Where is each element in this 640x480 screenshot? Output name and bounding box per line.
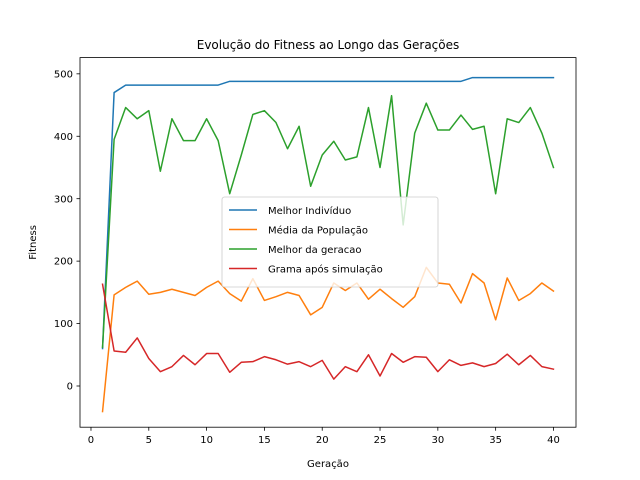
x-tick-label: 30 <box>431 435 444 446</box>
y-tick-label: 500 <box>54 69 73 80</box>
plot-frame <box>79 57 577 428</box>
x-axis-ticks: 0 5 10 15 20 25 30 35 40 <box>88 427 560 446</box>
x-tick-label: 35 <box>489 435 502 446</box>
x-axis-label: Geração <box>307 459 349 470</box>
legend-label-4: Grama após simulação <box>268 263 383 275</box>
series-line-4 <box>101 283 555 380</box>
legend-label-2: Média da População <box>268 224 368 236</box>
x-tick-label: 20 <box>316 435 329 446</box>
y-tick-label: 300 <box>54 194 73 205</box>
y-axis-label: Fitness <box>28 225 39 260</box>
y-axis-ticks: 0 100 200 300 400 500 <box>54 69 80 393</box>
series-line-3 <box>101 94 555 349</box>
y-tick-label: 100 <box>54 319 73 330</box>
x-tick-label: 25 <box>374 435 387 446</box>
x-tick-label: 5 <box>146 435 152 446</box>
x-tick-label: 10 <box>200 435 213 446</box>
y-tick-label: 400 <box>54 132 73 143</box>
x-tick-label: 40 <box>547 435 560 446</box>
legend: Melhor Indivíduo Média da População Melhor… <box>221 196 439 288</box>
y-tick-label: 0 <box>67 382 73 393</box>
y-tick-label: 200 <box>54 257 73 268</box>
legend-label-1: Melhor Indivíduo <box>268 205 351 217</box>
legend-label-3: Melhor da geracao <box>268 245 361 256</box>
x-tick-label: 15 <box>258 435 271 446</box>
x-tick-label: 0 <box>88 435 94 446</box>
series-line-1 <box>101 76 555 350</box>
series-line-2 <box>101 266 555 413</box>
chart-title: Evolução do Fitness ao Longo das Geraçõe… <box>197 38 460 52</box>
series-lines <box>101 76 555 413</box>
legend-box <box>221 196 439 288</box>
